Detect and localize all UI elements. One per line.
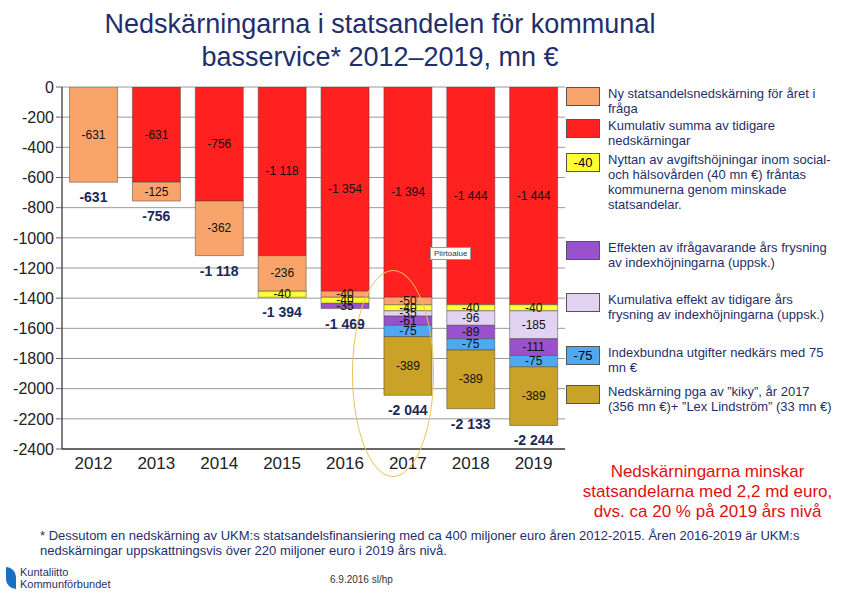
- svg-text:-2 133: -2 133: [451, 416, 491, 432]
- svg-text:0: 0: [45, 79, 54, 96]
- html-text:Nedskärningarna i statsandelen: Nedskärningarna i statsandelen för kommu…: [104, 9, 656, 72]
- svg-text:-2000: -2000: [13, 380, 54, 397]
- svg-text:-1 444: -1 444: [454, 189, 488, 203]
- svg-text:-1 354: -1 354: [328, 182, 362, 196]
- svg-text:2013: 2013: [137, 454, 175, 473]
- svg-text:-1400: -1400: [13, 290, 54, 307]
- svg-text:2018: 2018: [452, 454, 490, 473]
- svg-text:-1 469: -1 469: [325, 316, 365, 332]
- svg-text:-1 444: -1 444: [517, 189, 551, 203]
- svg-text:-2200: -2200: [13, 411, 54, 428]
- svg-text:-89: -89: [462, 325, 480, 339]
- svg-text:-2 044: -2 044: [388, 402, 428, 418]
- svg-text:-2400: -2400: [13, 441, 54, 458]
- svg-text:-125: -125: [144, 185, 168, 199]
- html-text:Kumulativa effekt av tidigare: Kumulativa effekt av tidigare års frysni…: [608, 292, 825, 322]
- svg-text:-1 118: -1 118: [200, 263, 239, 279]
- html-text:Kommunförbundet: Kommunförbundet: [20, 578, 111, 590]
- svg-text:-1600: -1600: [13, 320, 54, 337]
- html-text:Nedskärningarna minskar statsa: Nedskärningarna minskar statsandelarna m…: [582, 462, 833, 521]
- svg-text:-756: -756: [142, 208, 170, 224]
- svg-text:-75: -75: [525, 354, 543, 368]
- svg-text:-1 118: -1 118: [266, 164, 299, 178]
- svg-text:-75: -75: [462, 337, 480, 351]
- svg-text:2019: 2019: [515, 454, 553, 473]
- svg-text:-800: -800: [22, 199, 54, 216]
- html-text:* Dessutom en nedskärning av U: * Dessutom en nedskärning av UKM:s stats…: [40, 528, 800, 558]
- svg-text:-185: -185: [522, 318, 546, 332]
- svg-text:-756: -756: [207, 137, 231, 151]
- html-text:Piirtoalue: Piirtoalue: [434, 249, 468, 258]
- svg-text:-111: -111: [523, 340, 546, 354]
- svg-text:-96: -96: [462, 311, 480, 325]
- svg-text:-389: -389: [396, 359, 420, 373]
- html-text:Nedskärning pga av ”kiky”, år: Nedskärning pga av ”kiky”, år 2017 (356 …: [608, 384, 832, 414]
- svg-text:2016: 2016: [326, 454, 364, 473]
- svg-text:-236: -236: [270, 266, 294, 280]
- html-text:Nyttan av avgiftshöjningar ino: Nyttan av avgiftshöjningar inom social- …: [608, 152, 831, 212]
- svg-text:2014: 2014: [200, 454, 238, 473]
- svg-text:-400: -400: [22, 139, 54, 156]
- html-text:Kuntaliitto: Kuntaliitto: [20, 566, 69, 578]
- svg-text:-362: -362: [207, 221, 231, 235]
- svg-text:-2 244: -2 244: [514, 432, 554, 448]
- svg-text:-1200: -1200: [13, 260, 54, 277]
- svg-text:-389: -389: [522, 389, 546, 403]
- svg-text:-631: -631: [79, 189, 107, 205]
- svg-text:-1 394: -1 394: [262, 304, 302, 320]
- svg-text:-40: -40: [462, 300, 480, 315]
- html-text:Indexbundna utgifter nedkärs m: Indexbundna utgifter nedkärs med 75 mn €: [608, 345, 824, 375]
- svg-text:-35: -35: [336, 299, 354, 313]
- html-text:-75: -75: [573, 348, 593, 363]
- svg-text:-631: -631: [144, 128, 168, 142]
- html-text:6.9.2016 sl/hp: 6.9.2016 sl/hp: [330, 574, 393, 585]
- svg-text:-1 394: -1 394: [391, 185, 425, 199]
- svg-text:-200: -200: [22, 109, 54, 126]
- svg-text:2012: 2012: [75, 454, 113, 473]
- svg-text:2017: 2017: [389, 454, 427, 473]
- svg-text:-1800: -1800: [13, 350, 54, 367]
- svg-text:-600: -600: [22, 169, 54, 186]
- svg-text:-40: -40: [273, 287, 291, 301]
- html-text:-40: -40: [573, 155, 593, 170]
- svg-text:-631: -631: [82, 128, 106, 142]
- html-text:Effekten av ifrågavarande års: Effekten av ifrågavarande års frysning a…: [608, 240, 827, 270]
- html-text:Ny statsandelsnedskärning för: Ny statsandelsnedskärning för året i frå…: [608, 86, 816, 116]
- svg-text:-40: -40: [525, 301, 543, 315]
- html-text:Kumulativ summa av tidigare ne: Kumulativ summa av tidigare nedskärninga…: [608, 118, 775, 148]
- svg-text:-389: -389: [459, 372, 483, 386]
- svg-text:-1000: -1000: [13, 230, 54, 247]
- svg-text:2015: 2015: [263, 454, 301, 473]
- svg-text:-61: -61: [399, 313, 417, 328]
- svg-text:-75: -75: [399, 324, 417, 338]
